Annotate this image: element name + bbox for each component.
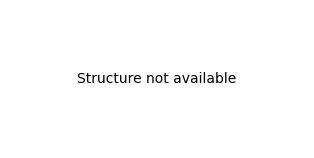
Text: Structure not available: Structure not available bbox=[77, 72, 237, 86]
